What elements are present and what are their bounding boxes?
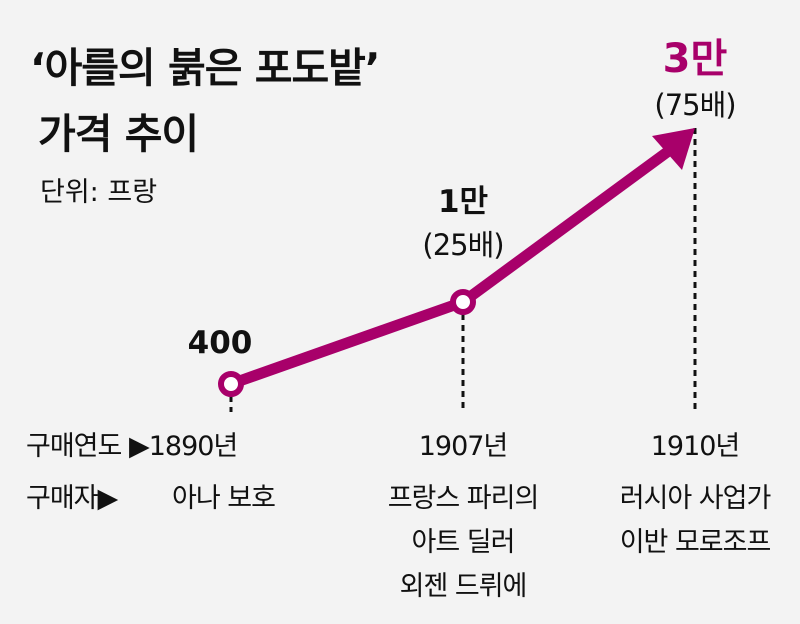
buyer-1910-line2: 이반 모로조프 [619, 527, 772, 558]
line-segment-1 [229, 296, 465, 390]
multiple-label-1910: (75배) [654, 88, 736, 122]
x-tick-1907: 1907년 [418, 431, 509, 462]
x-tick-1890: 1890년 [148, 431, 239, 462]
buyer-1907-line3: 외젠 드뤼에 [399, 571, 528, 602]
multiple-label-1907: (25배) [422, 228, 504, 262]
chart-title-line1: ‘아를의 붉은 포도밭’ [30, 44, 380, 92]
value-label-1907: 1만 [437, 184, 489, 220]
line-segment-2 [459, 145, 674, 307]
arrow-head [652, 128, 695, 170]
buyer-1907-line2: 아트 딜러 [411, 527, 516, 558]
buyer-1890: 아나 보호 [172, 483, 276, 514]
chart-title-line2: 가격 추이 [38, 110, 199, 158]
buyer-1910-line1: 러시아 사업가 [619, 483, 772, 514]
value-label-1890: 400 [187, 325, 253, 361]
buyer-row-label: 구매자▶ [26, 483, 118, 514]
buyer-1907-line1: 프랑스 파리의 [387, 483, 540, 514]
unit-label: 단위: 프랑 [40, 177, 158, 208]
data-point-1907년 [450, 289, 476, 315]
data-point-1890년 [218, 371, 244, 397]
year-row-label: 구매연도 ▶1890년 [26, 431, 239, 462]
value-label-1910: 3만 [662, 36, 728, 82]
x-tick-1910: 1910년 [650, 431, 741, 462]
